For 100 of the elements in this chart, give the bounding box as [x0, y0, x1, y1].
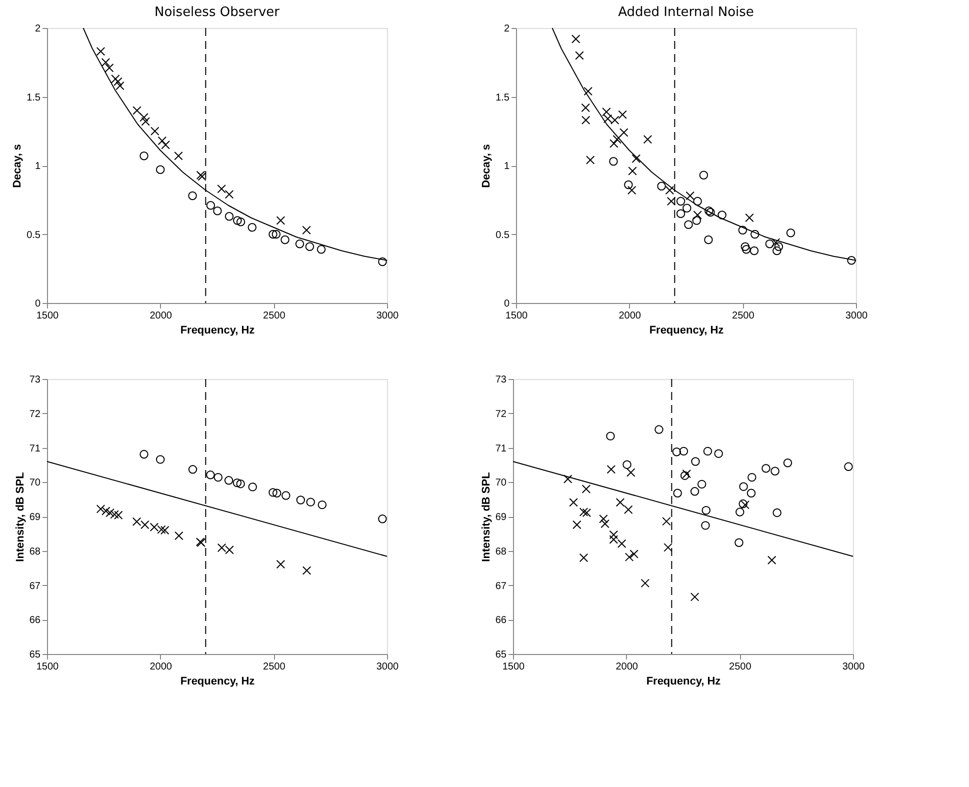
point [682, 470, 691, 478]
point [620, 128, 628, 137]
y-tick-label: 66 [495, 615, 507, 626]
y-tick-label: 1.5 [26, 92, 41, 104]
point [132, 106, 142, 115]
x-tick-label: 3000 [376, 310, 400, 322]
point [772, 246, 782, 256]
point [586, 156, 595, 164]
point [680, 471, 690, 480]
point [272, 488, 282, 498]
y-tick-label: 65 [29, 650, 41, 660]
x-tick-label: 1500 [36, 662, 60, 672]
point [600, 519, 610, 528]
y-axis-title: Intensity, dB SPL [14, 472, 26, 562]
y-tick-label: 2 [34, 24, 41, 34]
point [140, 152, 148, 160]
x-tick-label: 2000 [150, 662, 172, 672]
y-tick-label: 65 [495, 650, 507, 660]
point [666, 196, 676, 206]
point [632, 154, 641, 163]
point [640, 578, 650, 588]
point [206, 201, 216, 210]
point [609, 157, 618, 166]
point [602, 108, 611, 116]
point [280, 235, 290, 244]
point [686, 191, 694, 200]
y-tick-label: 73 [29, 374, 41, 386]
point [628, 166, 637, 176]
x-axis-title: Frequency, Hz [646, 676, 722, 688]
point [734, 538, 744, 547]
x-tick-label: 1500 [502, 662, 526, 672]
point [276, 560, 286, 569]
x-axis-title: Frequency, Hz [180, 324, 256, 336]
y-tick-label: 69 [495, 512, 507, 523]
x-tick-label: 2500 [263, 310, 286, 322]
y-tick-label: 0.5 [26, 230, 41, 241]
y-axis-title: Decay, s [480, 144, 493, 188]
point [697, 480, 706, 489]
point [616, 498, 625, 507]
x-tick-label: 2500 [729, 662, 752, 672]
point [682, 204, 692, 212]
y-tick-label: 0 [504, 298, 510, 310]
point [296, 496, 306, 504]
y-tick-label: 72 [29, 408, 41, 420]
point [282, 491, 290, 500]
point [569, 498, 578, 507]
point [606, 432, 615, 440]
y-tick-label: 0 [34, 298, 41, 310]
point [692, 216, 702, 225]
point [718, 210, 726, 220]
point [579, 508, 588, 516]
x-tick-label: 2000 [150, 310, 172, 322]
point [609, 535, 618, 544]
point [610, 139, 618, 148]
point [714, 449, 723, 458]
point [188, 191, 197, 200]
point [378, 514, 387, 524]
point [141, 117, 150, 126]
point [156, 455, 165, 464]
y-axis-title: Decay, s [12, 144, 24, 188]
point [104, 64, 114, 72]
point [302, 566, 312, 575]
point [765, 240, 774, 248]
point [132, 517, 142, 526]
point [750, 246, 759, 256]
point [316, 245, 326, 254]
point [626, 468, 636, 477]
point [188, 465, 198, 474]
point [664, 543, 672, 552]
point [746, 488, 756, 498]
y-tick-label: 67 [495, 580, 507, 592]
point [114, 77, 122, 86]
x-tick-label: 2000 [618, 310, 642, 322]
point [96, 47, 106, 56]
point [770, 466, 780, 476]
point [702, 506, 710, 515]
x-tick-label: 2000 [616, 662, 638, 672]
point [643, 135, 652, 144]
y-tick-label: 70 [29, 478, 41, 489]
point [582, 508, 592, 518]
point [624, 505, 633, 514]
point [617, 539, 626, 548]
point [618, 110, 627, 119]
point [571, 34, 580, 44]
point [762, 464, 770, 473]
point [579, 553, 588, 562]
x-tick-label: 1500 [505, 310, 528, 322]
point [306, 498, 315, 506]
point [140, 450, 148, 459]
point [742, 245, 751, 254]
y-tick-label: 67 [29, 580, 41, 592]
point [745, 213, 754, 222]
y-tick-label: 71 [29, 443, 41, 454]
y-tick-label: 72 [495, 408, 507, 420]
point [844, 462, 853, 472]
point [217, 184, 226, 194]
point [774, 242, 784, 251]
point [563, 474, 572, 484]
point [704, 235, 713, 244]
chart-title: Added Internal Noise [618, 5, 754, 20]
